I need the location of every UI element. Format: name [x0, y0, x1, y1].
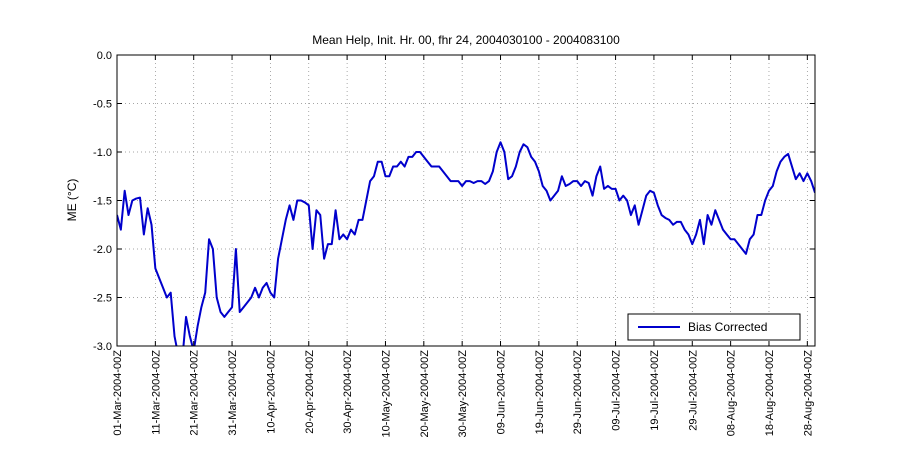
x-tick-label: 28-Aug-2004-00Z	[802, 350, 814, 437]
y-tick-label: -0.5	[93, 99, 112, 111]
x-tick-label: 20-May-2004-00Z	[419, 350, 431, 438]
y-tick-label: 0.0	[97, 50, 112, 62]
x-tick-label: 30-Apr-2004-00Z	[342, 350, 354, 434]
y-tick-label: -1.0	[93, 147, 112, 159]
y-tick-label: -2.0	[93, 244, 112, 256]
x-tick-label: 21-Mar-2004-00Z	[189, 350, 201, 436]
x-tick-label: 11-Mar-2004-00Z	[150, 350, 162, 435]
chart-title: Mean Help, Init. Hr. 00, fhr 24, 2004030…	[312, 33, 620, 47]
x-tick-label: 29-Jul-2004-00Z	[687, 350, 699, 431]
x-tick-label: 09-Jul-2004-00Z	[611, 350, 623, 431]
y-tick-label: -3.0	[93, 341, 112, 353]
x-tick-label: 30-May-2004-00Z	[457, 350, 469, 438]
x-tick-label: 29-Jun-2004-00Z	[572, 350, 584, 435]
x-tick-label: 01-Mar-2004-00Z	[112, 350, 124, 436]
y-tick-label: -1.5	[93, 196, 112, 208]
y-tick-label: -2.5	[93, 293, 112, 305]
y-axis-label: ME (°C)	[65, 179, 79, 222]
x-tick-label: 10-May-2004-00Z	[380, 350, 392, 438]
x-tick-label: 09-Jun-2004-00Z	[496, 350, 508, 435]
x-tick-label: 31-Mar-2004-00Z	[227, 350, 239, 436]
x-tick-label: 10-Apr-2004-00Z	[265, 350, 277, 434]
x-tick-label: 19-Jul-2004-00Z	[649, 350, 661, 431]
legend: Bias Corrected	[627, 313, 801, 341]
legend-label: Bias Corrected	[688, 320, 767, 334]
ticks: 0.0 -0.5 -1.0 -1.5 -2.0 -2.5 -3.001-Mar-2004-0…	[93, 50, 815, 437]
x-tick-label: 18-Aug-2004-00Z	[764, 350, 776, 437]
x-tick-label: 20-Apr-2004-00Z	[304, 350, 316, 434]
x-tick-label: 08-Aug-2004-00Z	[726, 350, 738, 437]
series-line	[117, 141, 815, 346]
series-layer	[117, 141, 815, 346]
x-tick-label: 19-Jun-2004-00Z	[534, 350, 546, 435]
